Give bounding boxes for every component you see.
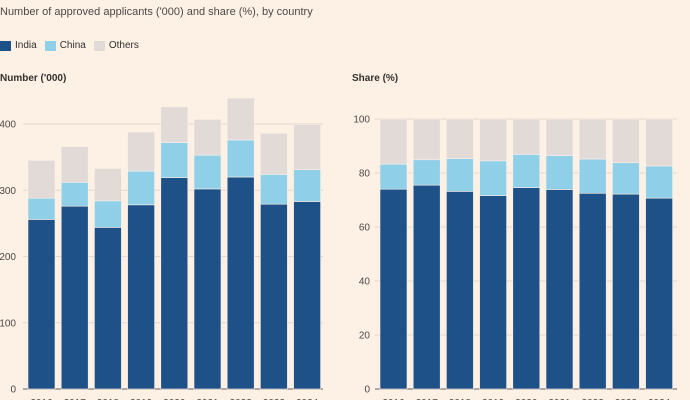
x-tick-count-2020: 2020 — [163, 398, 186, 400]
bar-share-2017-china — [412, 159, 441, 186]
x-tick-share-2019: 2019 — [482, 398, 505, 400]
bar-count-2018-china — [94, 200, 122, 228]
bar-share-2016-others — [379, 118, 408, 165]
bar-count-2020-china — [160, 142, 189, 178]
y-tick-count-100: 100 — [0, 318, 16, 329]
bar-count-2024-china — [293, 169, 321, 202]
bar-share-2016-china — [379, 163, 408, 190]
x-tick-count-2021: 2021 — [196, 398, 219, 400]
chart-subtitle: Number of approved applicants ('000) and… — [0, 6, 313, 18]
bar-count-2021-others — [193, 119, 222, 156]
bar-count-2017-others — [60, 146, 89, 183]
bar-count-2019-india — [127, 204, 155, 390]
bar-count-2016-others — [27, 160, 56, 199]
bar-share-2019-india — [479, 195, 507, 390]
x-tick-count-2023: 2023 — [263, 398, 286, 400]
bar-share-2016-india — [379, 188, 408, 390]
bar-share-2017-others — [412, 118, 441, 161]
bar-share-2024-others — [645, 118, 673, 167]
y-tick-share-80: 80 — [359, 169, 371, 180]
bar-count-2022-china — [226, 139, 255, 178]
legend-label-india: India — [15, 40, 37, 51]
panel-count: Number ('000) 0 100 200 300 400 2016 2017 2018 20… — [0, 73, 323, 400]
bar-count-2016-india — [27, 219, 56, 390]
x-tick-count-2024: 2024 — [296, 398, 319, 400]
legend-swatch-china — [44, 40, 56, 51]
legend-label-others: Others — [108, 40, 139, 51]
bar-count-2021-china — [193, 154, 222, 190]
y-tick-share-0: 0 — [364, 385, 370, 396]
legend-swatch-india — [0, 40, 11, 51]
y-tick-share-20: 20 — [359, 331, 371, 342]
bar-count-2023-others — [260, 132, 288, 175]
bar-share-2022-china — [578, 158, 607, 194]
bar-share-2024-india — [645, 197, 673, 390]
bar-share-2021-india — [545, 189, 574, 390]
bar-count-2024-india — [293, 201, 321, 390]
y-tick-share-40: 40 — [359, 277, 371, 288]
legend-item-india: India — [0, 40, 37, 51]
bar-count-2020-india — [160, 177, 189, 390]
legend-swatch-others — [93, 40, 105, 51]
bar-share-2023-india — [612, 193, 640, 390]
bar-count-2022-others — [226, 97, 255, 141]
bar-count-2017-china — [60, 182, 89, 207]
x-tick-count-2019: 2019 — [130, 398, 153, 400]
x-tick-share-2023: 2023 — [615, 398, 638, 400]
x-tick-share-2024: 2024 — [648, 398, 671, 400]
bar-share-2022-india — [578, 192, 607, 390]
bar-share-2019-china — [479, 160, 507, 196]
y-tick-count-400: 400 — [0, 120, 16, 131]
y-tick-count-200: 200 — [0, 252, 16, 263]
legend: India China Others — [0, 40, 147, 51]
bar-count-2017-india — [60, 205, 89, 390]
bar-share-2018-others — [446, 118, 474, 159]
bar-share-2021-china — [545, 155, 574, 190]
y-tick-count-300: 300 — [0, 186, 16, 197]
bar-share-2020-india — [512, 187, 541, 390]
x-tick-share-2020: 2020 — [515, 398, 538, 400]
legend-item-others: Others — [93, 40, 139, 51]
x-tick-count-2017: 2017 — [64, 398, 87, 400]
y-tick-share-60: 60 — [359, 223, 371, 234]
x-tick-share-2022: 2022 — [582, 398, 605, 400]
bar-share-2023-others — [612, 118, 640, 164]
bar-count-2020-others — [160, 106, 189, 143]
bar-share-2018-india — [446, 191, 474, 390]
bar-count-2021-india — [193, 188, 222, 390]
bar-count-2016-china — [27, 197, 56, 220]
legend-label-china: China — [59, 40, 86, 51]
bar-count-2023-india — [260, 203, 288, 390]
bar-count-2019-china — [127, 170, 155, 206]
x-tick-share-2017: 2017 — [416, 398, 439, 400]
bar-share-2024-china — [645, 165, 673, 199]
x-tick-share-2018: 2018 — [449, 398, 472, 400]
bar-count-2018-others — [94, 168, 122, 202]
legend-item-china: China — [44, 40, 86, 51]
bar-share-2021-others — [545, 118, 574, 156]
x-tick-count-2018: 2018 — [97, 398, 120, 400]
bar-share-2023-china — [612, 162, 640, 195]
panel-title-count: Number ('000) — [0, 73, 66, 84]
bar-share-2022-others — [578, 118, 607, 160]
panel-share: Share (%) 0 20 40 60 80 100 2016 2017 2018 2019 202… — [352, 73, 677, 400]
y-tick-share-100: 100 — [353, 115, 370, 126]
x-tick-share-2021: 2021 — [548, 398, 571, 400]
panel-title-share: Share (%) — [352, 73, 398, 84]
bar-count-2019-others — [127, 131, 155, 172]
bar-share-2020-china — [512, 154, 541, 188]
bar-count-2018-india — [94, 227, 122, 390]
bar-share-2019-others — [479, 118, 507, 162]
bar-count-2022-india — [226, 176, 255, 390]
bar-share-2018-china — [446, 158, 474, 192]
x-tick-count-2022: 2022 — [230, 398, 253, 400]
bar-share-2017-india — [412, 184, 441, 390]
bar-count-2024-others — [293, 124, 321, 171]
x-tick-count-2016: 2016 — [30, 398, 53, 400]
y-tick-count-0: 0 — [10, 385, 16, 396]
x-tick-share-2016: 2016 — [382, 398, 405, 400]
bar-count-2023-china — [260, 174, 288, 205]
bar-share-2020-others — [512, 118, 541, 155]
